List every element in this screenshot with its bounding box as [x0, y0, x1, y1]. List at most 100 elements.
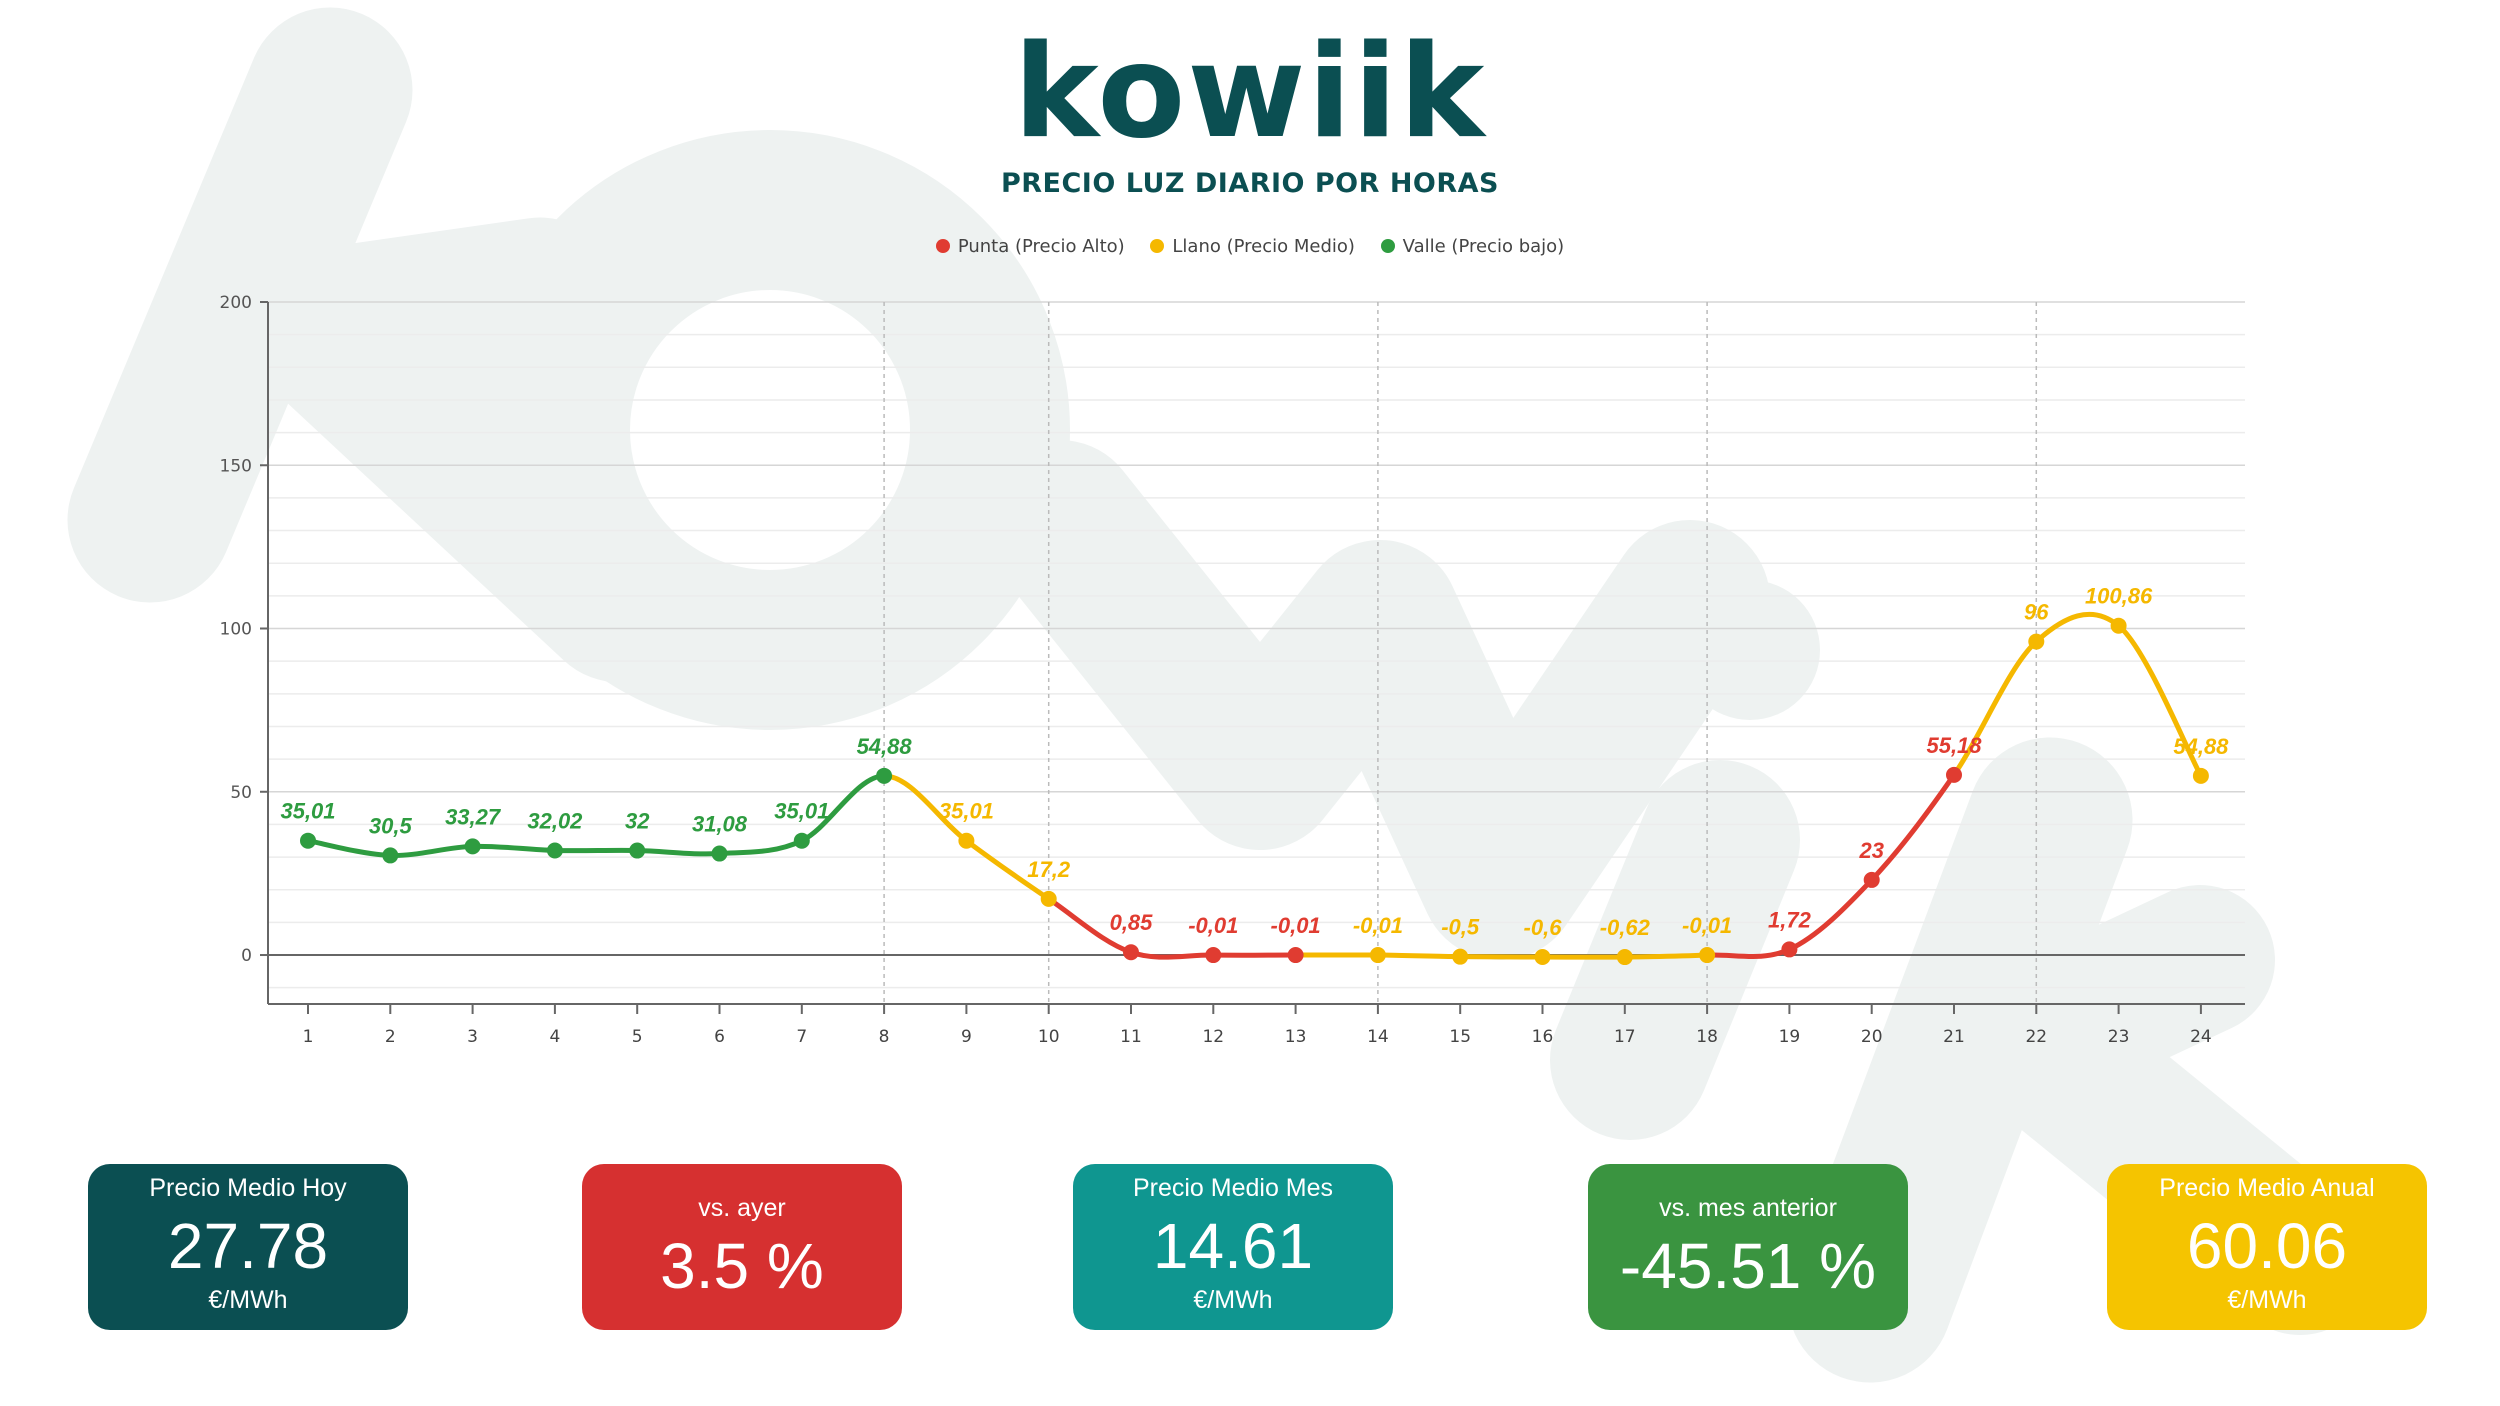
data-label: 17,2 [1027, 857, 1071, 882]
legend-swatch-llano [1150, 239, 1165, 253]
data-label: 32 [625, 809, 650, 834]
x-tick-label: 6 [714, 1027, 725, 1047]
y-tick-label: 200 [220, 293, 252, 313]
data-label: -0,01 [1188, 913, 1238, 938]
data-point [1452, 948, 1469, 965]
series-line-segment [1046, 896, 1134, 955]
data-label: 54,88 [857, 734, 913, 759]
x-tick-label: 16 [1532, 1027, 1554, 1047]
data-point [300, 832, 316, 849]
x-tick-label: 24 [2190, 1027, 2212, 1047]
data-label: -0,6 [1524, 915, 1563, 940]
card-title: Precio Medio Hoy [149, 1174, 347, 1202]
card-title: vs. mes anterior [1659, 1194, 1837, 1222]
chart-legend: Punta (Precio Alto) Llano (Precio Medio)… [0, 236, 2500, 257]
legend-swatch-valle [1380, 239, 1395, 253]
data-point [1123, 944, 1139, 961]
card-value: -45.51 % [1619, 1230, 1877, 1302]
data-label: 33,27 [445, 804, 502, 829]
y-tick-label: 150 [220, 456, 252, 476]
data-label: 96 [2024, 600, 2049, 625]
data-point [1040, 890, 1057, 907]
legend-item-llano[interactable]: Llano (Precio Medio) [1150, 236, 1355, 257]
card-unit: €/MWh [2227, 1286, 2307, 1314]
y-tick-label: 50 [230, 783, 252, 803]
card-unit: €/MWh [208, 1286, 288, 1314]
legend-item-punta[interactable]: Punta (Precio Alto) [935, 236, 1125, 257]
x-tick-label: 21 [1943, 1027, 1965, 1047]
x-tick-label: 11 [1120, 1027, 1142, 1047]
series-line-segment [1951, 639, 2039, 778]
x-tick-label: 2 [385, 1027, 396, 1047]
card-precio-medio-hoy: Precio Medio Hoy 27.78 €/MWh [88, 1164, 408, 1330]
card-vs-ayer: vs. ayer 3.5 % [582, 1164, 902, 1330]
card-title: Precio Medio Mes [1132, 1174, 1334, 1202]
data-point [876, 767, 893, 784]
kowiik-logo: kowiik [1013, 18, 1487, 167]
data-point [382, 847, 399, 864]
data-point [2110, 617, 2127, 634]
series-line-segment [2116, 623, 2204, 779]
data-label: -0,01 [1271, 913, 1321, 938]
data-point [546, 842, 563, 859]
x-tick-label: 23 [2108, 1027, 2130, 1047]
data-point [711, 845, 728, 862]
data-point [2028, 633, 2045, 650]
series-line-segment [799, 773, 887, 844]
data-label: -0,01 [1353, 913, 1403, 938]
data-label: 31,08 [692, 812, 748, 837]
data-point [1616, 949, 1633, 966]
x-tick-label: 13 [1285, 1027, 1307, 1047]
legend-label-llano: Llano (Precio Medio) [1172, 236, 1355, 257]
data-label: 1,72 [1768, 907, 1812, 932]
card-value: 3.5 % [660, 1230, 824, 1302]
data-point [793, 832, 810, 849]
x-tick-label: 17 [1614, 1027, 1636, 1047]
card-unit: €/MWh [1193, 1286, 1273, 1314]
data-label: 35,01 [774, 799, 829, 824]
data-label: 55,18 [1926, 733, 1982, 758]
x-tick-label: 10 [1038, 1027, 1060, 1047]
data-point [1534, 948, 1551, 965]
card-title: vs. ayer [698, 1194, 786, 1222]
legend-label-valle: Valle (Precio bajo) [1402, 236, 1565, 257]
data-label: 0,85 [1110, 910, 1154, 935]
data-label: 54,88 [2173, 734, 2229, 759]
series-line-segment [963, 838, 1052, 902]
series-line-segment [305, 838, 393, 858]
card-vs-mes-anterior: vs. mes anterior -45.51 % [1588, 1164, 1908, 1330]
legend-label-punta: Punta (Precio Alto) [957, 236, 1125, 257]
data-label: 32,02 [527, 808, 583, 833]
data-label: 100,86 [2085, 584, 2153, 609]
x-tick-label: 3 [467, 1027, 478, 1047]
series-line-segment [1375, 952, 1463, 960]
data-label: -0,5 [1441, 915, 1480, 940]
data-point [464, 838, 481, 855]
card-title: Precio Medio Anual [2159, 1174, 2375, 1202]
x-tick-label: 8 [879, 1027, 890, 1047]
series-line-segment [1622, 952, 1710, 960]
x-tick-label: 12 [1202, 1027, 1224, 1047]
x-tick-label: 15 [1449, 1027, 1471, 1047]
x-tick-label: 9 [961, 1027, 972, 1047]
series-line-segment [1786, 877, 1875, 952]
data-label: -0,62 [1600, 915, 1651, 940]
data-label: 35,01 [280, 799, 335, 824]
y-tick-label: 100 [220, 620, 252, 640]
data-label: -0,01 [1682, 913, 1732, 938]
card-precio-medio-anual: Precio Medio Anual 60.06 €/MWh [2107, 1164, 2427, 1330]
x-tick-label: 19 [1779, 1027, 1801, 1047]
card-value: 60.06 [2186, 1210, 2348, 1282]
series-line-segment [1869, 772, 1957, 883]
card-value: 27.78 [167, 1210, 329, 1282]
series-line-segment [717, 838, 805, 857]
y-tick-label: 0 [241, 946, 252, 966]
data-point [1699, 947, 1716, 964]
series-line-segment [387, 843, 476, 858]
x-tick-label: 18 [1696, 1027, 1718, 1047]
legend-item-valle[interactable]: Valle (Precio bajo) [1380, 236, 1565, 257]
series-line-segment [470, 843, 558, 853]
data-label: 30,5 [369, 813, 413, 838]
data-point [1287, 947, 1304, 964]
